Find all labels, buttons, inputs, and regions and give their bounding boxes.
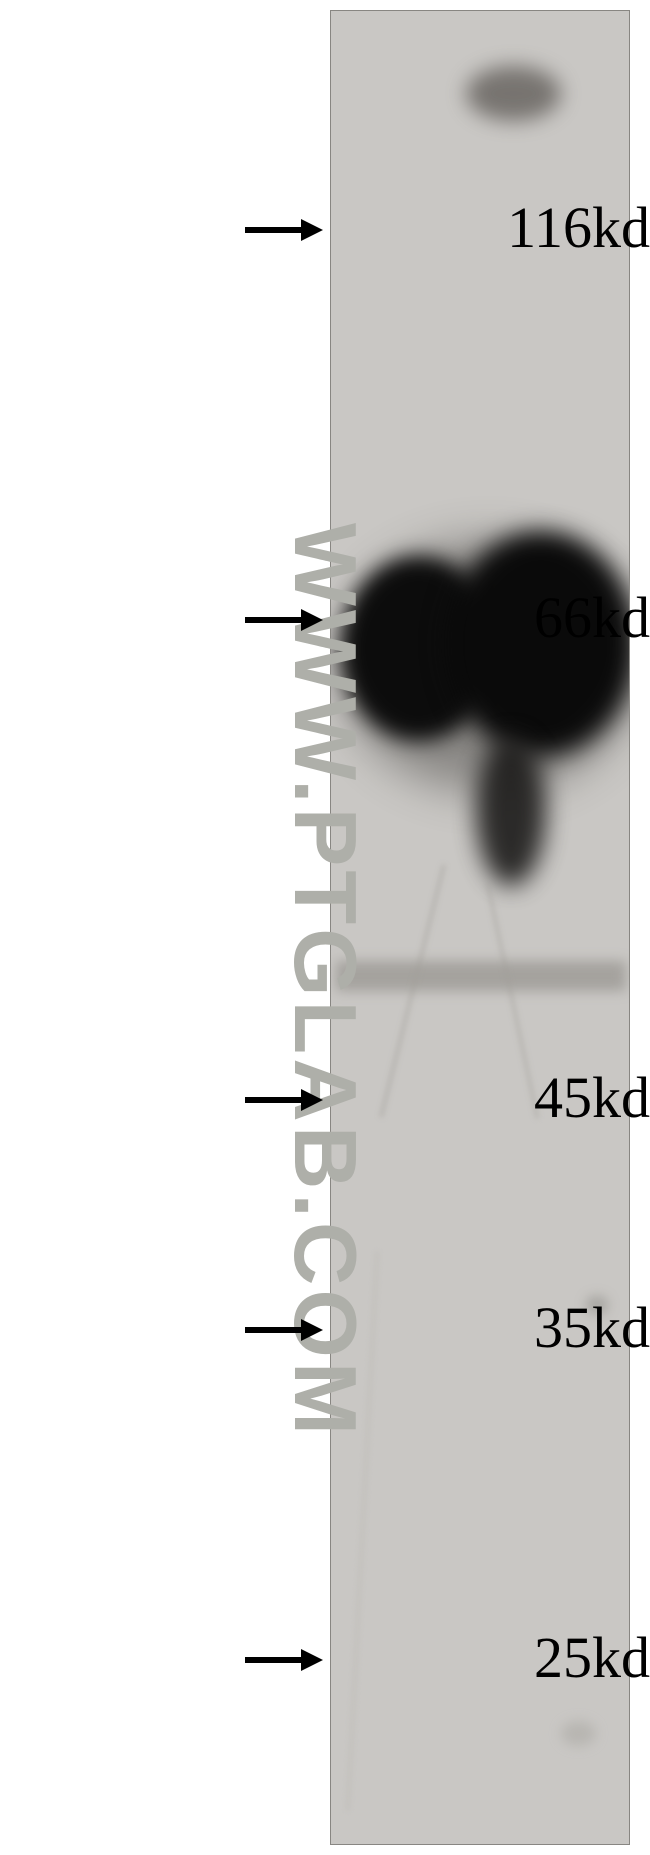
arrow-right-icon [245, 1319, 323, 1341]
mw-marker-label: 25kd [415, 1624, 650, 1691]
mw-marker-label: 116kd [415, 194, 650, 261]
arrow-right-icon [245, 219, 323, 241]
mw-marker-label: 45kd [415, 1064, 650, 1131]
lane-streak [346, 1251, 378, 1810]
top-spot-band [466, 66, 561, 121]
western-blot-figure: WWW.PTGLAB.COM 116kd66kd45kd35kd25kd [0, 0, 650, 1855]
main-band-tail [476, 736, 546, 886]
lane-noise [561, 1721, 596, 1746]
faint-band-50kd [336, 961, 626, 991]
blot-lane [330, 10, 630, 1845]
arrow-right-icon [245, 1649, 323, 1671]
mw-marker-label: 35kd [415, 1294, 650, 1361]
arrow-right-icon [245, 609, 323, 631]
mw-marker-label: 66kd [415, 584, 650, 651]
arrow-right-icon [245, 1089, 323, 1111]
